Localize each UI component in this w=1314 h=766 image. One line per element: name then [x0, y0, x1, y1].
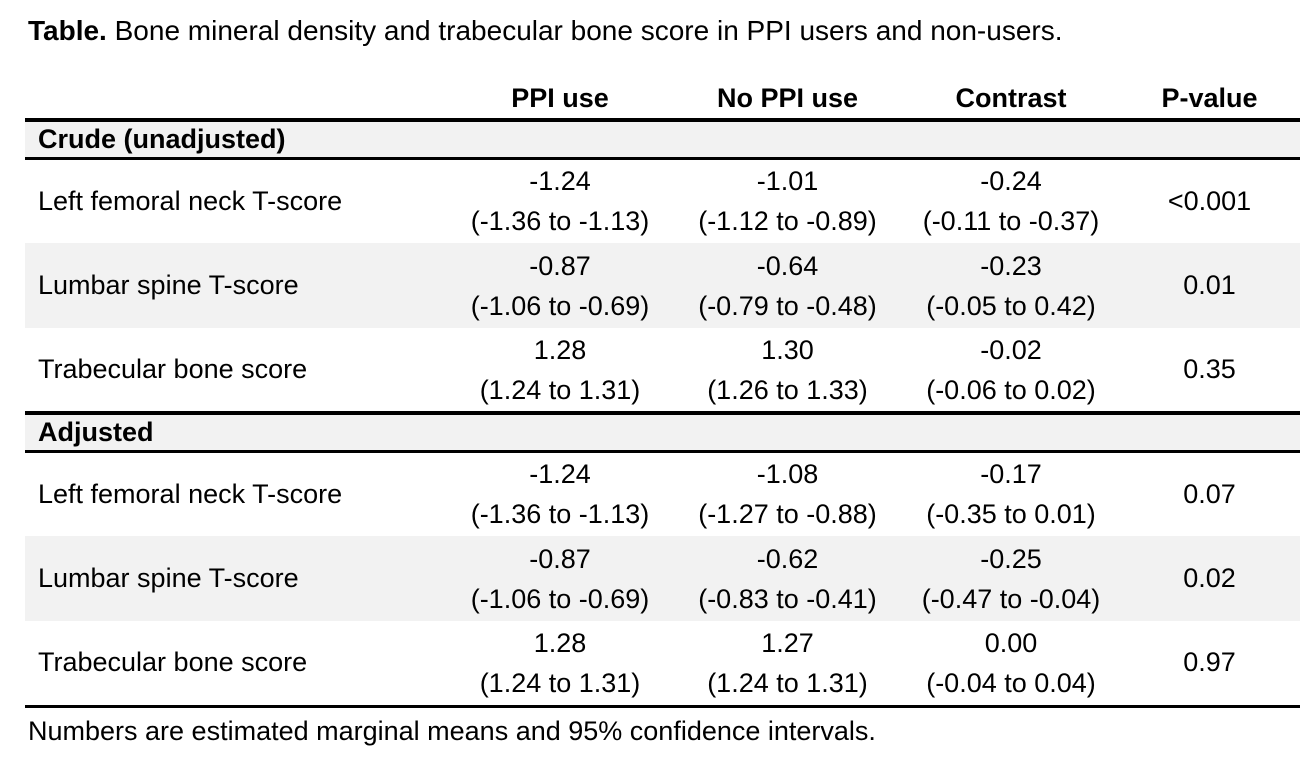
- confidence-interval: (-0.79 to -0.48): [698, 290, 877, 321]
- row-label: Lumbar spine T-score: [25, 243, 448, 328]
- page: Table. Bone mineral density and trabecul…: [25, 13, 1314, 746]
- cell-p-value: 0.07: [1183, 478, 1236, 509]
- confidence-interval: (-1.12 to -0.89): [698, 206, 877, 237]
- row-label: Trabecular bone score: [38, 354, 308, 384]
- cell-ppi-use: 1.28 (1.24 to 1.31): [448, 621, 672, 708]
- table-row-adjusted-lumbar-spine: Lumbar spine T-score -0.87 (-1.06 to -0.…: [25, 536, 1300, 621]
- cell-ppi-use: -0.87 (-1.06 to -0.69): [448, 243, 672, 328]
- cell-p-value: 0.02: [1119, 536, 1300, 621]
- caption-text: Bone mineral density and trabecular bone…: [114, 15, 1063, 46]
- cell-ppi-use: -1.24 (-1.36 to -1.13): [448, 158, 672, 243]
- cell-p-value: 0.35: [1183, 354, 1236, 384]
- table-row-crude-femoral-neck: Left femoral neck T-score -1.24 (-1.36 t…: [25, 158, 1300, 243]
- cell-contrast: -0.23 (-0.05 to 0.42): [903, 243, 1119, 328]
- confidence-interval: (-1.36 to -1.13): [470, 206, 650, 237]
- cell-ppi-use: -0.87 (-1.06 to -0.69): [448, 536, 672, 621]
- col-header-contrast: Contrast: [903, 79, 1119, 122]
- confidence-interval: (1.24 to 1.31): [707, 667, 868, 698]
- confidence-interval: (1.24 to 1.31): [479, 667, 641, 698]
- estimate-value: -0.87: [529, 250, 591, 281]
- section-header-crude: Crude (unadjusted): [25, 120, 1300, 160]
- confidence-interval: (-0.47 to -0.04): [921, 583, 1101, 614]
- col-header-p-value: P-value: [1119, 79, 1300, 122]
- estimate-value: -1.01: [756, 166, 819, 197]
- cell-contrast: -0.25 (-0.47 to -0.04): [903, 536, 1119, 621]
- bmd-tbs-table: PPI use No PPI use Contrast P-value Crud…: [25, 79, 1300, 708]
- col-header-empty: [25, 79, 448, 122]
- table-row-adjusted-trabecular: Trabecular bone score 1.28 (1.24 to 1.31…: [25, 621, 1300, 708]
- cell-contrast: -0.17 (-0.35 to 0.01): [903, 451, 1119, 536]
- estimate-value: -0.02: [980, 334, 1042, 365]
- confidence-interval: (1.26 to 1.33): [707, 374, 868, 405]
- table-row-adjusted-femoral-neck: Left femoral neck T-score -1.24 (-1.36 t…: [25, 451, 1300, 536]
- confidence-interval: (-1.06 to -0.69): [470, 583, 650, 614]
- col-header-ppi-use: PPI use: [448, 79, 672, 122]
- estimate-value: -0.17: [980, 459, 1042, 490]
- estimate-value: 1.27: [761, 627, 814, 658]
- cell-contrast: -0.24 (-0.11 to -0.37): [903, 158, 1119, 243]
- confidence-interval: (-0.11 to -0.37): [922, 206, 1100, 237]
- estimate-value: 0.00: [984, 627, 1038, 658]
- cell-no-ppi-use: -0.64 (-0.79 to -0.48): [672, 243, 903, 328]
- confidence-interval: (-1.06 to -0.69): [470, 290, 650, 321]
- cell-p-value: <0.001: [1167, 185, 1252, 216]
- confidence-interval: (-0.83 to -0.41): [698, 583, 877, 614]
- confidence-interval: (-0.05 to 0.42): [926, 290, 1096, 321]
- cell-contrast: 0.00 (-0.04 to 0.04): [903, 621, 1119, 708]
- cell-no-ppi-use: -1.01 (-1.12 to -0.89): [672, 158, 903, 243]
- col-header-no-ppi-use: No PPI use: [672, 79, 903, 122]
- cell-p-value: 0.01: [1119, 243, 1300, 328]
- estimate-value: -0.25: [980, 543, 1042, 574]
- confidence-interval: (-1.36 to -1.13): [470, 499, 650, 530]
- estimate-value: 1.28: [533, 334, 587, 365]
- section-header-label: Adjusted: [25, 411, 1300, 453]
- cell-ppi-use: 1.28 (1.24 to 1.31): [448, 328, 672, 413]
- table-row-crude-trabecular: Trabecular bone score 1.28 (1.24 to 1.31…: [25, 328, 1300, 413]
- header-row: PPI use No PPI use Contrast P-value: [25, 79, 1300, 122]
- section-header-label: Crude (unadjusted): [25, 120, 1300, 160]
- confidence-interval: (-0.06 to 0.02): [926, 374, 1096, 405]
- estimate-value: -0.23: [980, 250, 1042, 281]
- estimate-value: -1.24: [529, 166, 591, 197]
- estimate-value: -0.87: [529, 543, 591, 574]
- estimate-value: 1.30: [761, 334, 814, 365]
- cell-p-value: 0.97: [1119, 621, 1300, 708]
- section-header-adjusted: Adjusted: [25, 411, 1300, 453]
- cell-no-ppi-use: -0.62 (-0.83 to -0.41): [672, 536, 903, 621]
- confidence-interval: (-0.35 to 0.01): [926, 499, 1096, 530]
- cell-no-ppi-use: 1.27 (1.24 to 1.31): [672, 621, 903, 708]
- row-label: Left femoral neck T-score: [38, 185, 343, 216]
- confidence-interval: (-1.27 to -0.88): [698, 499, 877, 530]
- estimate-value: 1.28: [533, 627, 587, 658]
- estimate-value: -0.64: [756, 250, 819, 281]
- table-caption: Table. Bone mineral density and trabecul…: [28, 13, 1314, 49]
- table-footnote: Numbers are estimated marginal means and…: [28, 715, 876, 746]
- row-label: Left femoral neck T-score: [38, 478, 343, 509]
- row-label: Lumbar spine T-score: [25, 536, 448, 621]
- confidence-interval: (1.24 to 1.31): [479, 374, 641, 405]
- estimate-value: -0.24: [980, 166, 1042, 197]
- confidence-interval: (-0.04 to 0.04): [926, 667, 1096, 698]
- cell-no-ppi-use: -1.08 (-1.27 to -0.88): [672, 451, 903, 536]
- estimate-value: -1.08: [756, 459, 819, 490]
- table-row-crude-lumbar-spine: Lumbar spine T-score -0.87 (-1.06 to -0.…: [25, 243, 1300, 328]
- cell-ppi-use: -1.24 (-1.36 to -1.13): [448, 451, 672, 536]
- row-label: Trabecular bone score: [25, 621, 448, 708]
- estimate-value: -0.62: [756, 543, 819, 574]
- cell-no-ppi-use: 1.30 (1.26 to 1.33): [672, 328, 903, 413]
- cell-contrast: -0.02 (-0.06 to 0.02): [903, 328, 1119, 413]
- estimate-value: -1.24: [529, 459, 591, 490]
- caption-label: Table.: [28, 15, 107, 46]
